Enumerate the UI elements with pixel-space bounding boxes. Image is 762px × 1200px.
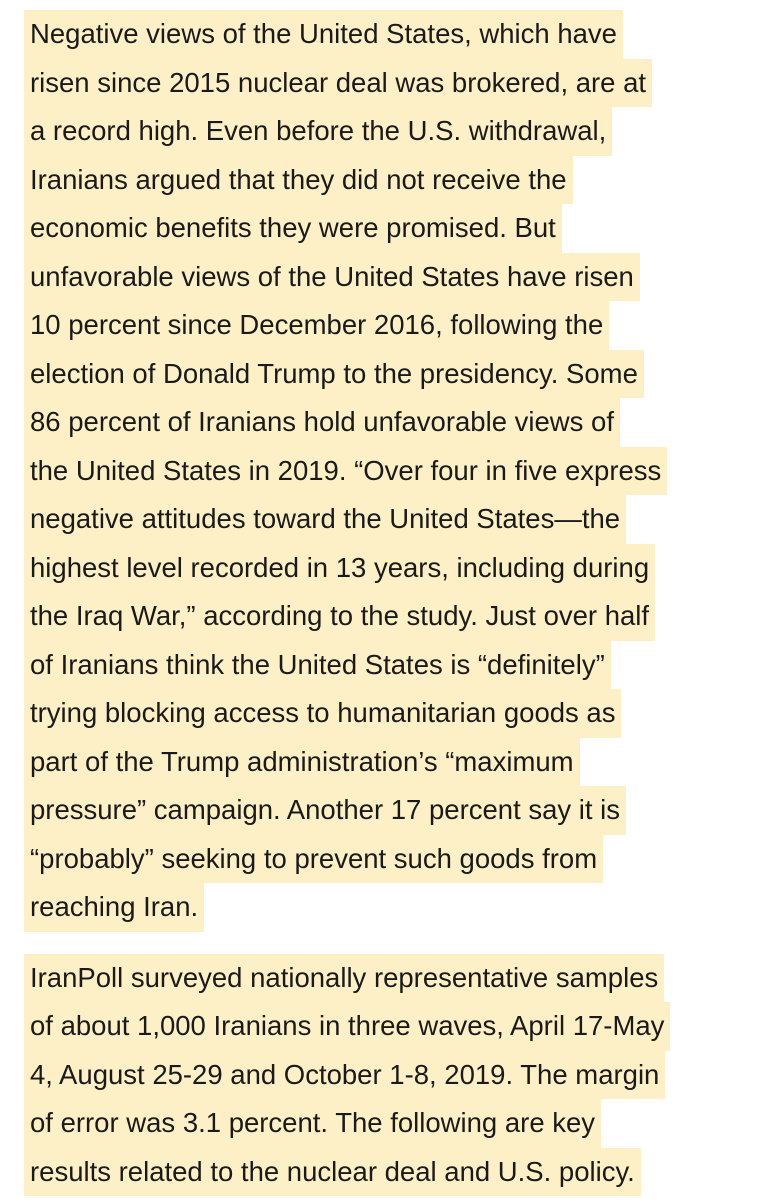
highlighted-text: a record high. Even before the U.S. with… <box>24 107 613 156</box>
highlighted-text: of Iranians think the United States is “… <box>24 640 611 689</box>
highlighted-text: IranPoll surveyed nationally representat… <box>24 953 665 1002</box>
highlighted-text: election of Donald Trump to the presiden… <box>24 349 644 398</box>
highlighted-text: reaching Iran. <box>24 883 205 932</box>
article: Negative views of the United States, whi… <box>24 10 738 1196</box>
text-line: election of Donald Trump to the presiden… <box>24 349 738 398</box>
text-line: “probably” seeking to prevent such goods… <box>24 834 738 883</box>
highlighted-text: “probably” seeking to prevent such goods… <box>24 834 604 883</box>
text-line: negative attitudes toward the United Sta… <box>24 495 738 544</box>
text-line: 4, August 25-29 and October 1-8, 2019. T… <box>24 1050 738 1099</box>
text-line: risen since 2015 nuclear deal was broker… <box>24 58 738 107</box>
text-line: results related to the nuclear deal and … <box>24 1147 738 1196</box>
highlighted-text: negative attitudes toward the United Sta… <box>24 495 627 544</box>
text-line: 10 percent since December 2016, followin… <box>24 301 738 350</box>
text-line: Negative views of the United States, whi… <box>24 10 738 59</box>
highlighted-text: highest level recorded in 13 years, incl… <box>24 543 656 592</box>
text-line: Iranians argued that they did not receiv… <box>24 155 738 204</box>
highlighted-text: results related to the nuclear deal and … <box>24 1147 641 1196</box>
highlighted-text: Negative views of the United States, whi… <box>24 10 623 59</box>
text-line: of about 1,000 Iranians in three waves, … <box>24 1002 738 1051</box>
text-line: IranPoll surveyed nationally representat… <box>24 953 738 1002</box>
text-line: economic benefits they were promised. Bu… <box>24 204 738 253</box>
highlighted-text: the United States in 2019. “Over four in… <box>24 446 668 495</box>
highlighted-text: part of the Trump administration’s “maxi… <box>24 737 580 786</box>
text-line: of error was 3.1 percent. The following … <box>24 1099 738 1148</box>
text-line: 86 percent of Iranians hold unfavorable … <box>24 398 738 447</box>
highlighted-text: unfavorable views of the United States h… <box>24 252 640 301</box>
text-line: a record high. Even before the U.S. with… <box>24 107 738 156</box>
paragraph: Negative views of the United States, whi… <box>24 10 738 932</box>
highlighted-text: pressure” campaign. Another 17 percent s… <box>24 786 627 835</box>
text-line: trying blocking access to humanitarian g… <box>24 689 738 738</box>
text-line: the United States in 2019. “Over four in… <box>24 446 738 495</box>
highlighted-text: economic benefits they were promised. Bu… <box>24 204 562 253</box>
highlighted-text: the Iraq War,” according to the study. J… <box>24 592 656 641</box>
text-line: highest level recorded in 13 years, incl… <box>24 543 738 592</box>
text-line: reaching Iran. <box>24 883 738 932</box>
highlighted-text: of error was 3.1 percent. The following … <box>24 1099 602 1148</box>
highlighted-text: of about 1,000 Iranians in three waves, … <box>24 1002 671 1051</box>
highlighted-text: 10 percent since December 2016, followin… <box>24 301 610 350</box>
highlighted-text: 4, August 25-29 and October 1-8, 2019. T… <box>24 1050 666 1099</box>
highlighted-text: Iranians argued that they did not receiv… <box>24 155 573 204</box>
text-line: pressure” campaign. Another 17 percent s… <box>24 786 738 835</box>
paragraph: IranPoll surveyed nationally representat… <box>24 953 738 1196</box>
text-line: unfavorable views of the United States h… <box>24 252 738 301</box>
text-line: the Iraq War,” according to the study. J… <box>24 592 738 641</box>
text-line: part of the Trump administration’s “maxi… <box>24 737 738 786</box>
text-line: of Iranians think the United States is “… <box>24 640 738 689</box>
highlighted-text: trying blocking access to humanitarian g… <box>24 689 622 738</box>
highlighted-text: 86 percent of Iranians hold unfavorable … <box>24 398 620 447</box>
highlighted-text: risen since 2015 nuclear deal was broker… <box>24 58 653 107</box>
